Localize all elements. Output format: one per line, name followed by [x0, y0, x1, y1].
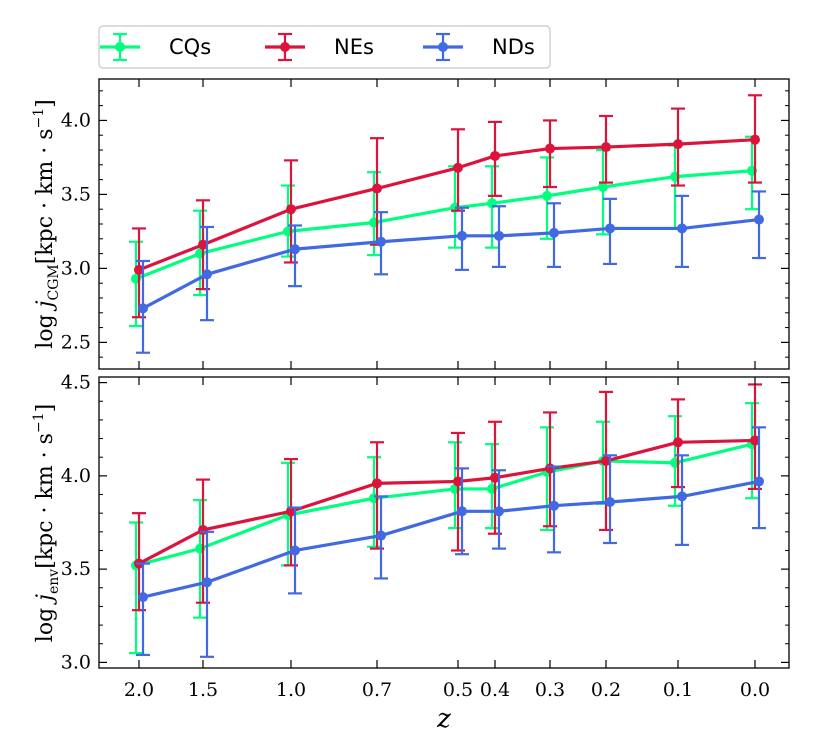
point-nes-bottom	[601, 455, 611, 466]
series-nds-bottom	[136, 426, 766, 658]
point-nes-top	[601, 142, 611, 153]
xtick-label: 0.3	[535, 679, 565, 701]
point-nds-bottom	[457, 506, 467, 517]
point-nds-top	[376, 236, 386, 247]
point-nds-top	[677, 223, 687, 234]
point-nes-top	[750, 134, 760, 145]
point-cqs-top	[542, 190, 552, 201]
point-nds-bottom	[549, 500, 559, 511]
legend-entry-cqs: CQs	[100, 32, 211, 62]
point-nes-top	[372, 183, 382, 194]
point-nds-top	[605, 223, 615, 234]
point-nds-bottom	[605, 496, 615, 507]
point-nds-bottom	[290, 545, 300, 556]
point-nes-top	[134, 264, 144, 275]
xtick-label: 1.0	[276, 679, 306, 701]
panel-bottom-ticks	[99, 377, 789, 668]
panel-top-ytick-labels: 2.5 3.0 3.5 4.0	[61, 109, 91, 353]
panel-top-ylabel: log jCGM[kpc · km · s−1]	[31, 99, 62, 348]
point-nes-top	[673, 139, 683, 150]
legend-label-cqs: CQs	[169, 35, 211, 59]
ytick-label-top: 3.0	[61, 257, 91, 279]
panel-top-marks	[129, 94, 766, 354]
series-line-nes-top	[138, 138, 756, 272]
series-line-nds-top	[142, 217, 760, 310]
panel-bottom-marks	[129, 383, 766, 658]
point-nds-top	[549, 227, 559, 238]
point-nds-bottom	[138, 592, 148, 603]
point-cqs-top	[598, 182, 608, 193]
panel-bottom: 3.0 3.5 4.0 4.5 2.0 1.5 1.0 0.7 0.5 0.4 0.3 0.2 0.1…	[31, 372, 790, 734]
xtick-label: 0.7	[362, 679, 392, 701]
series-nes-top	[132, 94, 762, 319]
series-line-nds-bottom	[142, 479, 760, 599]
series-line-cqs-bottom	[135, 442, 753, 567]
legend-entry-nds: NDs	[423, 32, 535, 62]
point-nds-top	[138, 303, 148, 314]
legend: CQs NEs NDs	[98, 25, 551, 69]
legend-point-nds	[438, 42, 448, 52]
panel-bottom-frame	[98, 376, 790, 669]
point-nes-top	[286, 204, 296, 215]
xtick-label: 0.5	[443, 679, 473, 701]
ytick-label-bottom: 3.0	[61, 651, 91, 673]
ytick-label-bottom: 4.5	[61, 372, 91, 394]
legend-marker-nds	[423, 32, 463, 62]
panel-top-ticks	[99, 79, 789, 369]
legend-label-nds: NDs	[492, 35, 535, 59]
legend-label-nes: NEs	[334, 35, 374, 59]
point-nds-bottom	[494, 506, 504, 517]
xtick-label: 1.5	[188, 679, 218, 701]
point-nes-top	[490, 150, 500, 161]
x-axis-label: z	[436, 704, 451, 734]
series-cqs-top	[129, 135, 759, 328]
point-nds-bottom	[376, 530, 386, 541]
xtick-label: 0.2	[591, 679, 621, 701]
legend-marker-nes	[265, 32, 305, 62]
point-nds-top	[754, 214, 764, 225]
point-nds-bottom	[754, 476, 764, 487]
legend-marker-cqs	[100, 32, 140, 62]
point-nes-bottom	[372, 478, 382, 489]
point-nds-top	[290, 244, 300, 255]
point-nes-bottom	[286, 506, 296, 517]
ytick-label-top: 3.5	[61, 183, 91, 205]
ytick-label-top: 2.5	[61, 331, 91, 353]
series-line-cqs-top	[135, 169, 753, 281]
point-nes-bottom	[453, 476, 463, 487]
legend-entry-nes: NEs	[265, 32, 374, 62]
point-nes-top	[453, 162, 463, 173]
point-nds-bottom	[677, 491, 687, 502]
xtick-label: 2.0	[124, 679, 154, 701]
point-nes-top	[545, 143, 555, 154]
xtick-label: 0.4	[480, 679, 510, 701]
xtick-label: 0.0	[740, 679, 770, 701]
point-nds-bottom	[202, 577, 212, 588]
point-nds-top	[202, 269, 212, 280]
series-nds-top	[136, 190, 766, 354]
series-line-nes-bottom	[138, 438, 756, 565]
point-nes-bottom	[673, 437, 683, 448]
point-nds-top	[494, 230, 504, 241]
panel-bottom-ytick-labels: 3.0 3.5 4.0 4.5	[61, 372, 91, 674]
ytick-label-top: 4.0	[61, 109, 91, 131]
ytick-label-bottom: 4.0	[61, 465, 91, 487]
point-nes-bottom	[750, 435, 760, 446]
legend-frame	[98, 25, 551, 69]
xtick-labels: 2.0 1.5 1.0 0.7 0.5 0.4 0.3 0.2 0.1 0.0	[124, 679, 770, 701]
ytick-label-bottom: 3.5	[61, 558, 91, 580]
panel-bottom-ylabel: log jenv[kpc · km · s−1]	[31, 404, 62, 642]
xtick-label: 0.1	[663, 679, 693, 701]
series-nes-bottom	[132, 383, 762, 612]
point-nes-top	[198, 239, 208, 250]
point-nes-bottom	[490, 472, 500, 483]
legend-point-cqs	[115, 42, 125, 52]
legend-point-nes	[280, 42, 290, 52]
panel-top: 2.5 3.0 3.5 4.0 log jCGM[kpc · km · s−1]	[31, 78, 790, 370]
point-nds-top	[457, 230, 467, 241]
series-cqs-bottom	[129, 402, 759, 655]
